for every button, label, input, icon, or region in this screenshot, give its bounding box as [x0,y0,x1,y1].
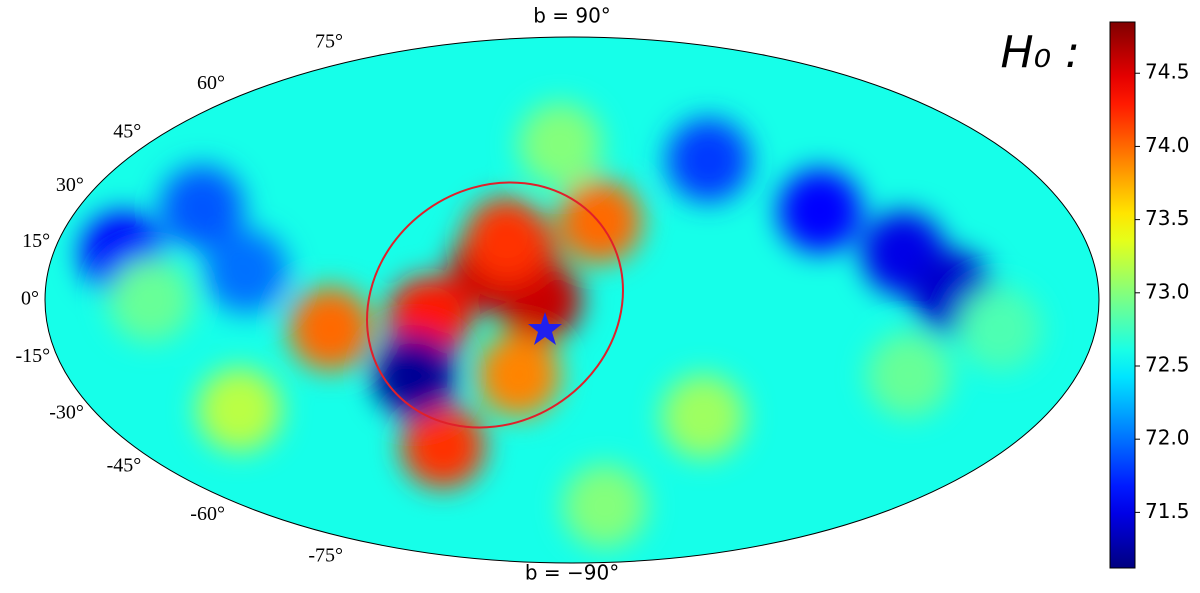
lat-tick-label: 0° [21,288,39,310]
lat-tick-label: 75° [315,31,343,53]
sky-outline [44,36,1100,564]
colorbar [1109,21,1136,569]
colorbar-tick-label: 72.5 [1145,352,1190,376]
lat-tick-label: -45° [107,455,142,477]
field-blob [372,333,457,418]
field-blob [108,258,193,342]
lat-tick-label: -60° [190,503,225,525]
star-marker [528,312,562,345]
field-blob [518,102,603,187]
lat-tick-label: -30° [49,401,84,423]
colorbar-tick-label: 72.0 [1145,426,1190,450]
lat-tick-label: 15° [22,230,50,252]
sky-map [45,37,1099,563]
colorbar-tick-label: 71.5 [1145,499,1190,523]
field-blob [866,333,951,418]
field-blob [476,333,561,418]
field-blob [159,165,244,250]
lat-tick-label: 45° [113,121,141,143]
field-blob [957,286,1042,371]
region-ellipse [366,181,624,429]
field [80,102,1042,549]
lat-tick-label: -15° [15,345,50,367]
field-blob [661,374,746,459]
field-blob [197,367,282,452]
colorbar-label: H₀ : [1000,27,1080,78]
lat-tick-label: 60° [197,72,225,94]
field-blob [400,404,485,489]
field-blob [204,229,289,314]
lat-tick-label: 30° [56,174,84,196]
colorbar-tick-label: 73.5 [1145,206,1190,230]
colorbar-tick-label: 74.5 [1145,60,1190,84]
field-blob [464,197,549,282]
field-blob [666,118,751,203]
colorbar-tick-label: 74.0 [1145,133,1190,157]
top-label: b = 90° [533,4,611,28]
field-blob [557,179,642,264]
colorbar-tick-label: 73.0 [1145,279,1190,303]
lat-tick-label: -75° [308,545,343,567]
field-blob [288,286,373,371]
field-blob [777,168,862,253]
bottom-label: b = −90° [525,561,619,585]
field-blob [562,464,647,549]
